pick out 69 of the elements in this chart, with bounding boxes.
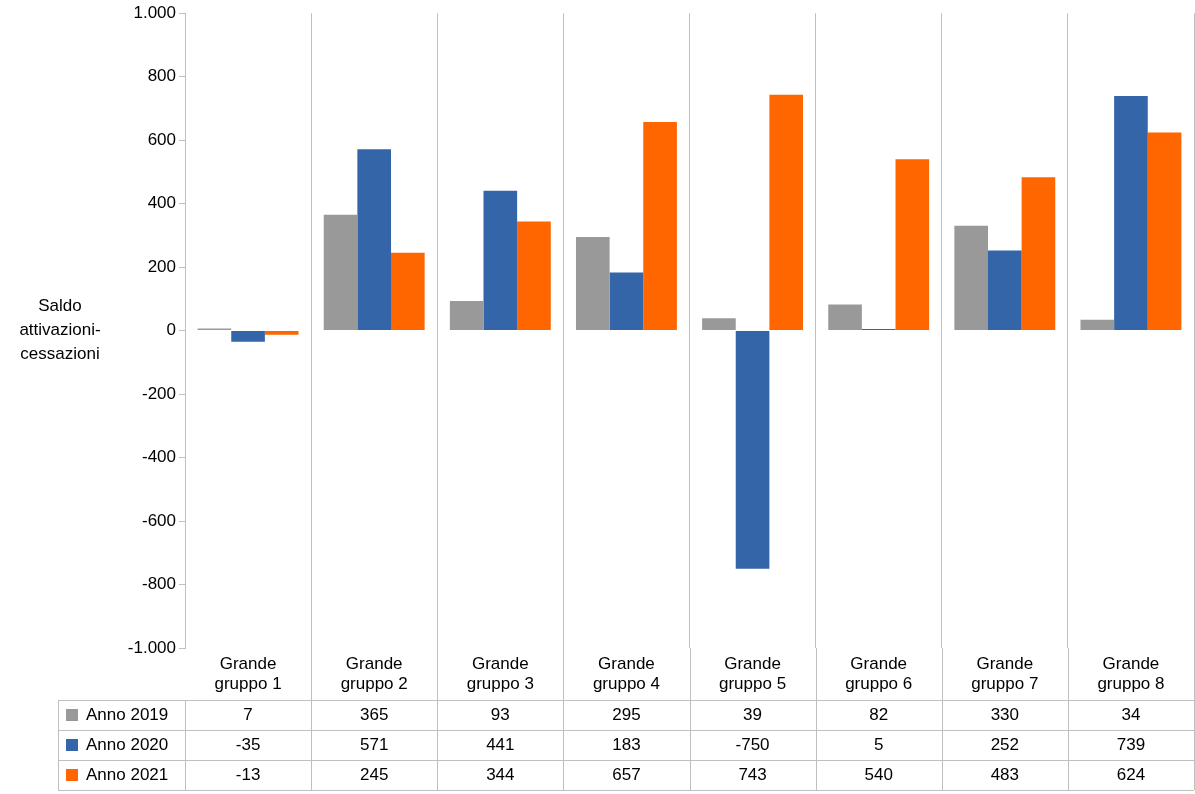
y-tick-label: 200 bbox=[147, 256, 176, 276]
bar bbox=[323, 214, 358, 331]
data-label: 34 bbox=[1121, 704, 1141, 724]
y-tick-label: -400 bbox=[141, 447, 176, 467]
data-label: 82 bbox=[869, 704, 889, 724]
bar bbox=[954, 225, 988, 331]
y-tick-label: -600 bbox=[141, 510, 176, 530]
bar bbox=[483, 190, 518, 331]
data-label: 93 bbox=[490, 704, 510, 724]
y-tick-label: 1.000 bbox=[133, 2, 176, 22]
bar bbox=[769, 94, 804, 331]
y-tick-label: 800 bbox=[147, 66, 176, 86]
bar bbox=[1021, 177, 1056, 331]
data-label: -750 bbox=[735, 734, 770, 754]
legend-label: Anno 2021 bbox=[86, 764, 169, 784]
y-tick-label: -200 bbox=[141, 383, 176, 403]
legend-label: Anno 2019 bbox=[86, 704, 169, 724]
data-label: 7 bbox=[243, 704, 253, 724]
bar bbox=[609, 272, 644, 331]
x-tick-label: Grande gruppo 7 bbox=[971, 653, 1039, 694]
data-label: 183 bbox=[612, 734, 641, 754]
data-label: 5 bbox=[873, 734, 884, 754]
bar bbox=[264, 331, 299, 335]
data-label: 441 bbox=[486, 734, 515, 754]
x-tick-label: Grande gruppo 6 bbox=[845, 653, 913, 694]
y-axis-title: Saldo attivazioni-cessazioni bbox=[19, 296, 101, 364]
bar bbox=[449, 301, 484, 331]
bar bbox=[1080, 319, 1115, 331]
y-tick-label: 600 bbox=[147, 129, 176, 149]
data-label: 245 bbox=[360, 764, 389, 784]
data-label: 624 bbox=[1116, 764, 1146, 784]
bar bbox=[1147, 132, 1182, 331]
data-label: -13 bbox=[235, 764, 261, 784]
bar bbox=[357, 149, 391, 331]
data-label: 330 bbox=[990, 704, 1019, 724]
x-tick-label: Grande gruppo 3 bbox=[466, 653, 534, 694]
data-label: 483 bbox=[990, 764, 1019, 784]
data-label: 344 bbox=[486, 764, 515, 784]
data-label: 743 bbox=[738, 764, 767, 784]
bar bbox=[391, 252, 425, 331]
y-tick-label: 0 bbox=[166, 320, 176, 340]
data-label: 295 bbox=[612, 704, 641, 724]
bar bbox=[1114, 96, 1148, 331]
bar bbox=[575, 236, 610, 331]
bar bbox=[988, 250, 1022, 331]
data-label: 657 bbox=[612, 764, 641, 784]
bar bbox=[828, 304, 862, 331]
x-tick-label: Grande gruppo 8 bbox=[1097, 653, 1165, 694]
x-tick-label: Grande gruppo 5 bbox=[719, 653, 787, 694]
data-label: 540 bbox=[864, 764, 893, 784]
bar bbox=[702, 318, 736, 331]
data-label: 365 bbox=[360, 704, 389, 724]
x-tick-label: Grande gruppo 2 bbox=[340, 653, 408, 694]
data-label: 571 bbox=[360, 734, 389, 754]
bar bbox=[231, 331, 265, 342]
data-label: 39 bbox=[743, 704, 763, 724]
bar bbox=[643, 122, 677, 331]
x-tick-label: Grande gruppo 1 bbox=[214, 653, 282, 694]
legend-label: Anno 2020 bbox=[86, 734, 169, 754]
bar bbox=[895, 159, 930, 331]
x-tick-label: Grande gruppo 4 bbox=[592, 653, 660, 694]
data-label: -35 bbox=[235, 734, 261, 754]
data-label: 739 bbox=[1116, 734, 1146, 754]
bar bbox=[735, 331, 770, 569]
bar bbox=[517, 221, 551, 331]
y-tick-label: 400 bbox=[147, 193, 176, 213]
y-tick-label: -1.000 bbox=[127, 637, 176, 657]
data-label: 252 bbox=[990, 734, 1019, 754]
y-tick-label: -800 bbox=[141, 574, 176, 594]
